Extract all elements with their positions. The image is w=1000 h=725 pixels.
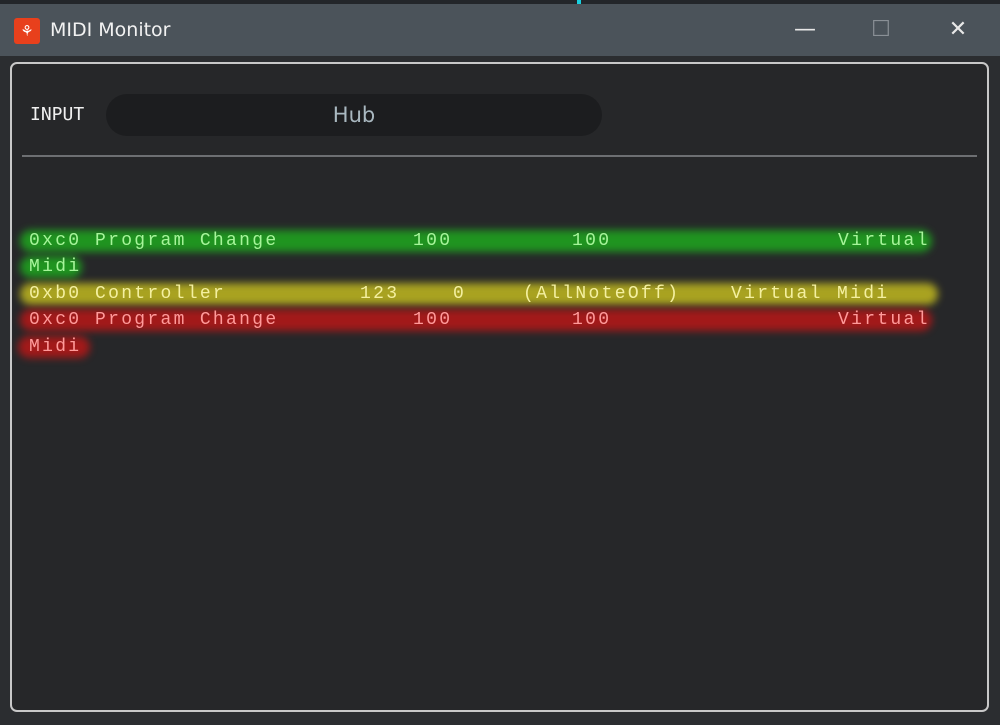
highlight-yellow (20, 283, 938, 305)
data2: 100 (572, 231, 612, 251)
highlight-green (20, 256, 82, 278)
data1: 100 (413, 310, 453, 330)
close-button[interactable]: ✕ (948, 17, 968, 42)
message-type: Controller (95, 284, 227, 304)
port: Virtual (838, 231, 930, 251)
title-bar: ⚘ MIDI Monitor — ☐ ✕ (0, 4, 1000, 56)
data2: 0 (453, 284, 467, 304)
message-log: 0xc0 Program Change 100 100 Virtual Midi… (12, 64, 987, 710)
port: Virtual (731, 284, 823, 304)
highlight-red (20, 309, 932, 331)
port: Midi (29, 337, 82, 357)
window-title: MIDI Monitor (50, 19, 171, 41)
data1: 100 (413, 231, 453, 251)
input-label: INPUT (30, 104, 85, 125)
status-byte: 0xc0 (29, 310, 82, 330)
divider (22, 155, 977, 157)
top-strip (0, 0, 1000, 4)
port: Midi (29, 257, 82, 277)
input-select[interactable]: Hub (106, 94, 602, 136)
monitor-panel: INPUT Hub 0xc0 Program Change 100 100 Vi… (10, 62, 989, 712)
minimize-button[interactable]: — (794, 17, 816, 42)
data1: 123 (360, 284, 400, 304)
port: Midi (837, 284, 890, 304)
controller-name: (AllNoteOff) (523, 284, 681, 304)
maximize-button[interactable]: ☐ (871, 17, 891, 42)
accent-mark (577, 0, 581, 4)
app-icon: ⚘ (14, 18, 40, 44)
message-type: Program Change (95, 310, 279, 330)
port: Virtual (838, 310, 930, 330)
highlight-red (18, 336, 90, 358)
message-type: Program Change (95, 231, 279, 251)
highlight-green (20, 230, 932, 252)
data2: 100 (572, 310, 612, 330)
status-byte: 0xc0 (29, 231, 82, 251)
status-byte: 0xb0 (29, 284, 82, 304)
